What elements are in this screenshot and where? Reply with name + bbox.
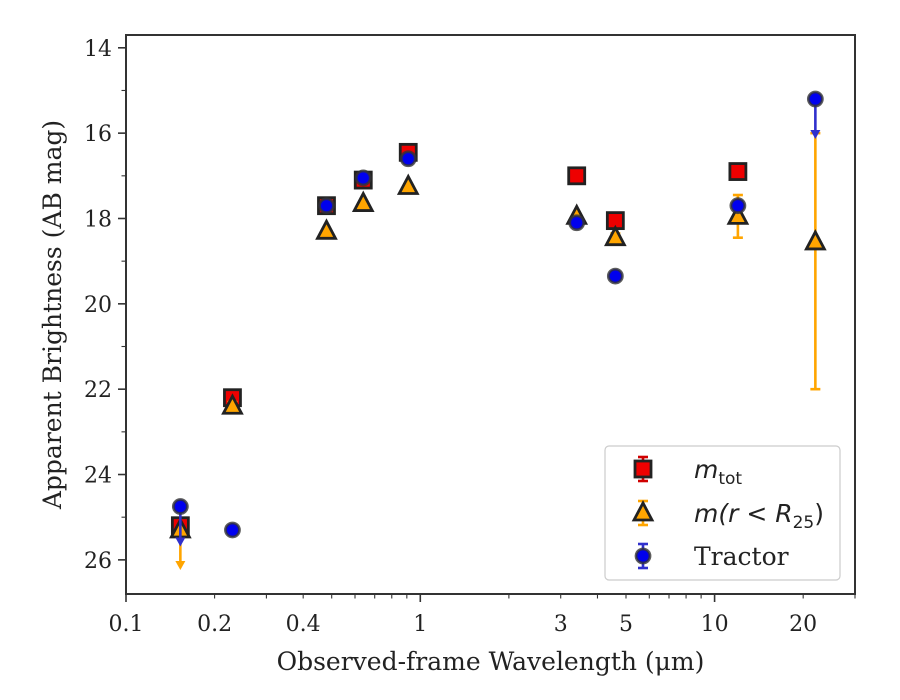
data-point [171,498,189,515]
upper-limit-arrowhead [175,537,186,547]
x-axis-title: Observed-frame Wavelength (μm) [277,647,705,676]
x-tick-label: 0.2 [197,612,232,637]
data-point [606,267,624,285]
x-tick-label: 10 [701,612,729,637]
data-point [224,521,241,539]
x-tick-label: 5 [619,612,633,637]
y-tick-label: 22 [84,378,112,403]
data-point [726,203,750,225]
y-axis: 14 16 18 20 22 24 26 [84,37,126,574]
data-point [318,197,335,215]
data-point [396,173,420,195]
plot-area [169,90,827,570]
legend-label: m(r < R25) [694,499,824,533]
y-tick-label: 20 [84,293,112,318]
upper-limit-arrowhead [175,560,186,570]
data-point [604,224,627,247]
legend-marker [633,459,653,479]
x-tick-label: 20 [789,612,817,637]
y-tick-label: 18 [84,207,112,232]
data-point [568,214,586,232]
x-axis: 0.1 0.2 0.4 1 3 5 10 20 [109,594,856,637]
x-tick-label: 0.1 [109,612,144,637]
y-tick-label: 26 [84,549,112,574]
data-point [804,228,827,251]
plot-frame [125,34,856,595]
data-point [315,218,338,240]
x-tick-label: 1 [413,612,427,637]
legend-marker [631,500,655,522]
y-tick-label: 14 [84,37,112,62]
x-tick-label: 0.4 [286,612,321,637]
y-tick-label: 16 [84,122,112,147]
data-point [567,166,587,186]
y-tick-label: 24 [84,464,112,489]
series-circle [171,90,824,547]
data-point [728,162,748,181]
x-tick-label: 3 [554,612,568,637]
data-point [399,150,417,168]
data-point [806,90,824,108]
legend-box [604,445,841,581]
y-axis-title: Apparent Brightness (AB mag) [38,120,67,510]
legend-label: Tractor [694,542,789,571]
data-point [354,169,372,187]
data-point [221,393,244,415]
upper-limit-arrowhead [810,130,821,140]
legend: mtot m(r < R25) Tractor [604,445,841,581]
data-point [729,197,747,215]
data-point [351,190,375,212]
legend-label: mtot [694,455,742,489]
legend-marker [634,547,652,565]
